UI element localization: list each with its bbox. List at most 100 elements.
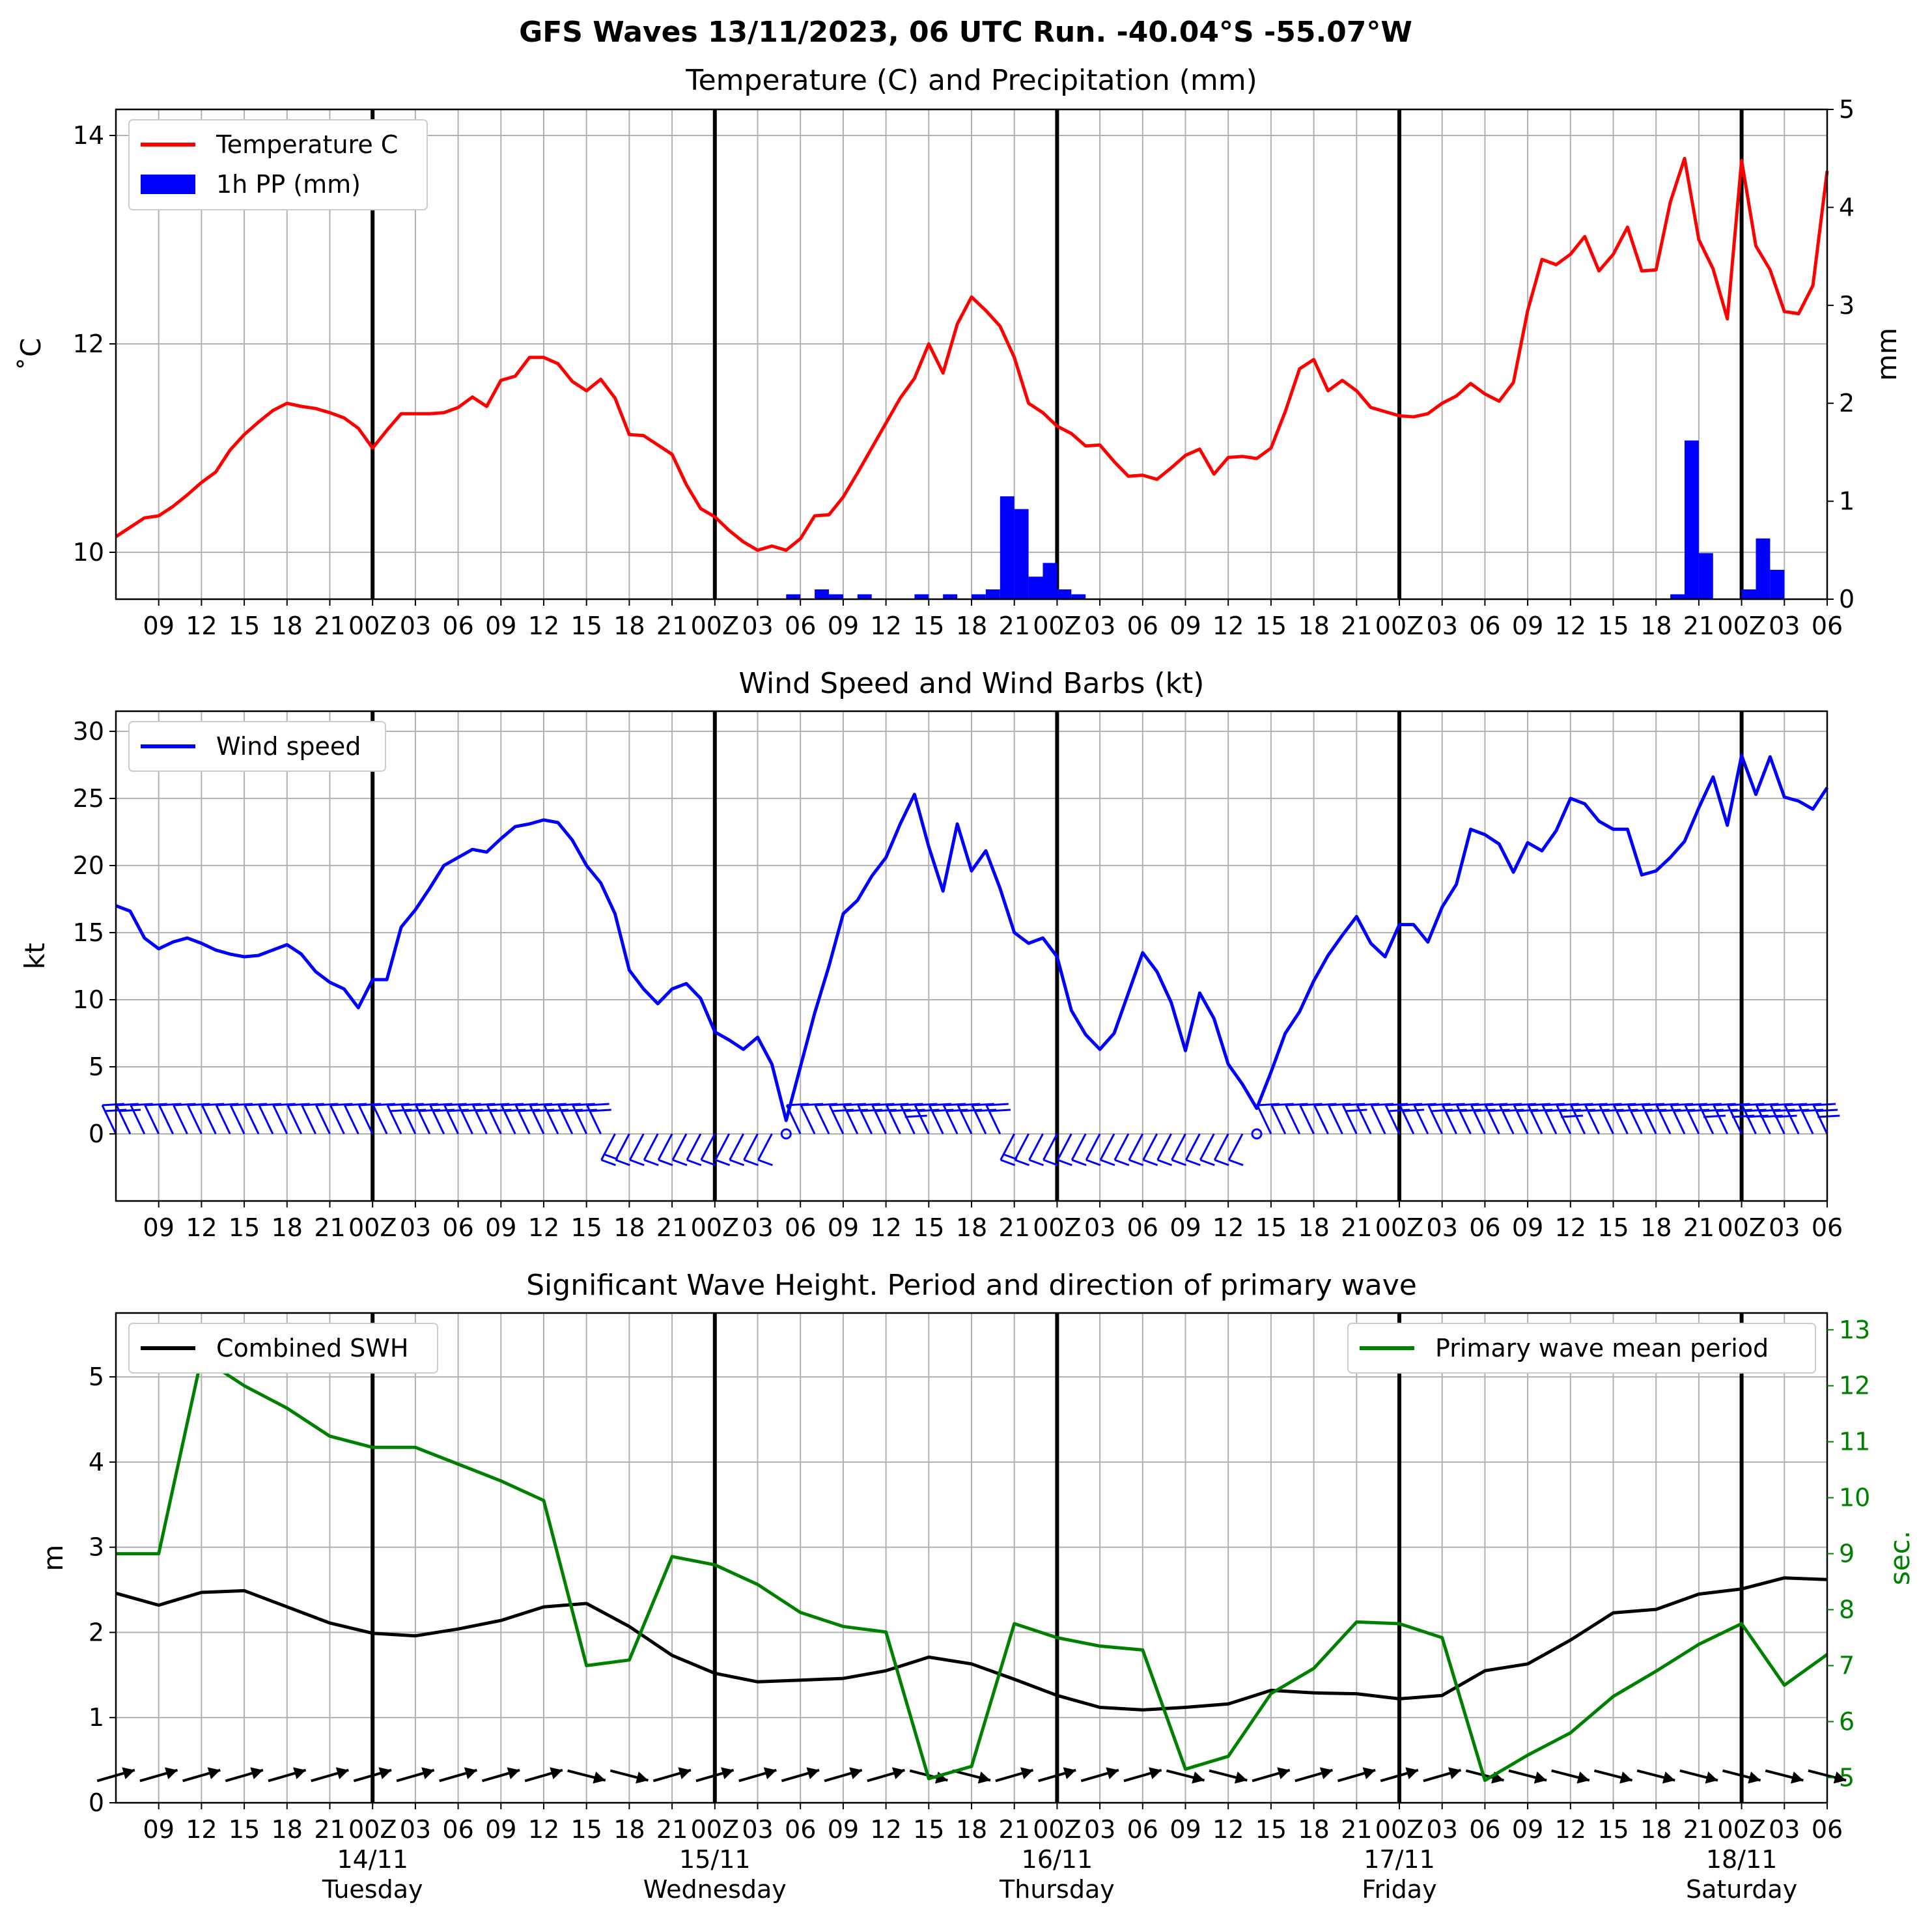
wind-y-tick-label: 30 [73, 717, 104, 746]
precip-y-tick-label: 2 [1839, 389, 1855, 417]
precip-bar [1043, 563, 1057, 599]
wind-barb [557, 1105, 574, 1135]
x-tick-label: 06 [1127, 1213, 1158, 1242]
wind-barb-flag [1015, 1159, 1030, 1166]
wind-panel-day-lines [371, 711, 1744, 1201]
wave-panel-title: Significant Wave Height. Period and dire… [526, 1269, 1417, 1302]
wave-x-ticks: 09 12 15 18 21 00Z 03 06 09 12 15 18 21 00Z 03 06 09 12 15… [143, 1803, 1843, 1844]
x-tick-label: 00Z [1033, 1815, 1081, 1844]
x-tick-label: 09 [1169, 612, 1201, 640]
wave-direction-arrowhead [1319, 1767, 1333, 1779]
temp-y-tick-label: 14 [73, 121, 104, 150]
wind-barb [1384, 1105, 1401, 1135]
wind-legend-label: Wind speed [216, 732, 361, 761]
wind-barb [1056, 1133, 1072, 1161]
x-tick-label: 18 [1298, 1815, 1329, 1844]
x-tick-label: 12 [186, 612, 217, 640]
x-tick-label: 06 [1812, 1213, 1843, 1242]
wind-barb-flag [1228, 1159, 1244, 1166]
wave-direction-arrowhead [1234, 1771, 1248, 1784]
wind-barb [486, 1105, 502, 1135]
wind-barb [1099, 1133, 1115, 1161]
wind-barb [443, 1105, 459, 1135]
wind-barb [1484, 1105, 1500, 1135]
x-tick-label: 00Z [691, 1815, 739, 1844]
wave-direction-arrowhead [293, 1767, 306, 1779]
x-tick-label: 09 [143, 1213, 175, 1242]
wind-barb [814, 1105, 830, 1135]
wind-barb [1812, 1105, 1828, 1135]
wind-barb [1627, 1105, 1643, 1135]
wind-barb-flag [757, 1159, 773, 1166]
x-tick-label: 12 [870, 1815, 901, 1844]
precip-y-ticks: 0 1 2 3 4 5 [1827, 95, 1855, 614]
x-tick-label: 09 [1512, 612, 1543, 640]
precip-y-tick-label: 1 [1839, 487, 1855, 516]
x-tick-label: 03 [1084, 1815, 1115, 1844]
day-weekday-label: Wednesday [643, 1875, 787, 1904]
x-tick-label: 03 [1084, 1213, 1115, 1242]
x-tick-label: 06 [442, 1815, 473, 1844]
wave-direction-arrowhead [721, 1767, 734, 1779]
wind-barb-flag [1085, 1159, 1101, 1166]
wind-barb [1356, 1105, 1372, 1135]
wave-direction-arrowhead [593, 1771, 606, 1784]
swh-legend-label: Combined SWH [216, 1334, 408, 1362]
wind-barb [743, 1133, 759, 1161]
precip-bar [1014, 509, 1029, 599]
swh-line [115, 1576, 1828, 1712]
wind-barb [357, 1105, 374, 1135]
x-tick-label: 00Z [348, 1815, 397, 1844]
wind-barb-flag [1071, 1159, 1087, 1166]
wind-barb [628, 1133, 645, 1161]
wind-barb [1113, 1133, 1130, 1161]
wave-direction-arrowhead [806, 1767, 820, 1779]
wind-barb-flag [904, 1114, 927, 1118]
wind-barb [985, 1105, 1001, 1135]
wind-barb-flag [1813, 1103, 1836, 1107]
x-tick-label: 12 [1212, 612, 1244, 640]
wave-direction-arrowhead [1277, 1767, 1290, 1779]
swh-y-tick-label: 1 [89, 1703, 104, 1732]
wind-barb [1256, 1105, 1272, 1135]
period-y-tick-label: 10 [1839, 1484, 1870, 1512]
day-weekday-label: Saturday [1686, 1875, 1797, 1904]
temperature-legend-label: Temperature C [216, 130, 398, 159]
x-tick-label: 00Z [1717, 1815, 1765, 1844]
wind-barb [1313, 1105, 1329, 1135]
period-y-label: sec. [1884, 1531, 1916, 1585]
wind-barb-calm [1251, 1128, 1263, 1140]
precip-bar [829, 594, 843, 599]
wind-barb [714, 1133, 731, 1161]
wind-x-ticks: 09 12 15 18 21 00Z 03 06 09 12 15 18 21 00Z 03 06 09 12 15… [143, 1201, 1843, 1242]
wind-barb [643, 1133, 659, 1161]
period-y-tick-label: 9 [1839, 1540, 1855, 1568]
x-tick-label: 21 [1683, 612, 1715, 640]
wind-barb-flag [589, 1108, 611, 1112]
wave-direction-arrowhead [1020, 1767, 1033, 1779]
wind-barb-calm [780, 1128, 792, 1140]
wind-barb [1413, 1105, 1429, 1135]
wind-barb-flag [1185, 1159, 1201, 1166]
x-tick-label: 00Z [1033, 612, 1081, 640]
period-y-ticks: 5 6 7 8 9 10 11 12 13 [1827, 1316, 1870, 1792]
wind-barb [258, 1105, 274, 1135]
x-tick-label: 12 [528, 612, 559, 640]
temp-y-label: ˚C [15, 338, 47, 371]
wave-direction-arrowhead [1790, 1771, 1804, 1784]
wave-direction-arrowhead [1748, 1771, 1761, 1784]
wave-direction-arrowhead [550, 1767, 563, 1779]
x-tick-label: 09 [485, 1815, 516, 1844]
wave-direction-arrowhead [421, 1767, 434, 1779]
wave-direction-arrowhead [1192, 1771, 1205, 1784]
x-tick-label: 12 [186, 1213, 217, 1242]
wind-barb-flag [1561, 1114, 1584, 1118]
wave-panel-day-lines [371, 1313, 1744, 1803]
wind-barb-flag [643, 1159, 659, 1166]
x-tick-label: 18 [1640, 612, 1672, 640]
x-tick-label: 15 [1255, 1213, 1287, 1242]
x-tick-label: 12 [1212, 1815, 1244, 1844]
wave-direction-arrowhead [763, 1767, 777, 1779]
wind-barb [472, 1105, 488, 1135]
wind-barb [429, 1105, 445, 1135]
